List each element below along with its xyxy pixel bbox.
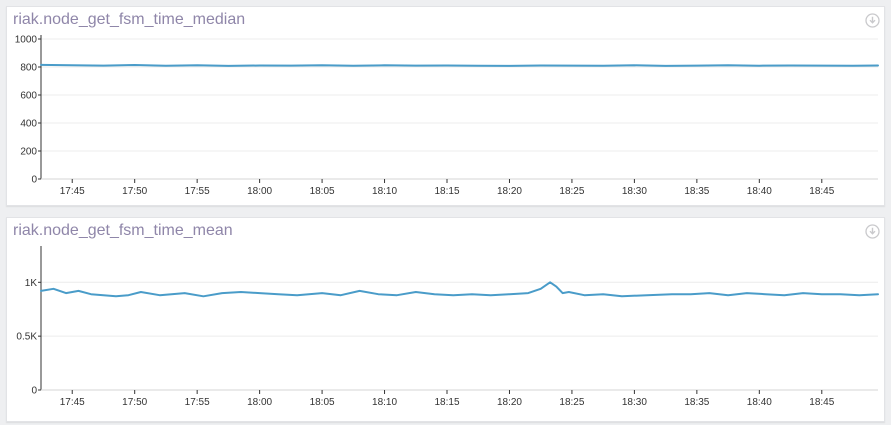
chart-mean: 0 0.5K 1K 17:45 17:50 17:55 18:00 18:05 18:10 18:…: [16, 246, 879, 408]
x-tick-label: 18:20: [497, 397, 522, 408]
x-tick-label: 18:35: [684, 186, 709, 197]
x-tick-label: 18:45: [809, 186, 834, 197]
x-tick-label: 18:35: [684, 397, 709, 408]
y-tick-label: 800: [20, 63, 37, 74]
y-tick-label: 1K: [25, 278, 38, 289]
x-tick-label: 18:40: [747, 186, 772, 197]
x-tick-label: 18:05: [310, 186, 335, 197]
y-tick-label: 0: [31, 175, 37, 186]
x-tick-label: 18:00: [247, 186, 272, 197]
x-tick-label: 17:50: [122, 397, 147, 408]
series-line-0: [40, 63, 879, 67]
x-tick-label: 18:10: [372, 397, 397, 408]
download-icon[interactable]: [865, 224, 880, 239]
x-tick-label: 18:25: [559, 186, 584, 197]
x-tick-label: 18:05: [310, 397, 335, 408]
chart-title: riak.node_get_fsm_time_mean: [13, 222, 233, 239]
chart-median: 0 200 400 600 800 1000 17:45 17:50 17:55 18:00 18:…: [15, 35, 879, 197]
y-tick-label: 400: [20, 119, 37, 130]
y-tick-label: 0.5K: [16, 332, 37, 343]
y-tick-label: 0: [31, 386, 37, 397]
x-tick-label: 17:55: [185, 397, 210, 408]
download-icon[interactable]: [865, 13, 880, 28]
chart-panel-mean: riak.node_get_fsm_time_mean 0 0.5K 1K 17:45…: [6, 217, 885, 422]
y-tick-label: 1000: [15, 35, 38, 46]
x-tick-label: 18:45: [809, 397, 834, 408]
x-tick-label: 18:30: [622, 186, 647, 197]
chart-panel-median: riak.node_get_fsm_time_median 0 200 400 600…: [6, 6, 885, 206]
x-tick-label: 18:15: [434, 397, 459, 408]
x-tick-label: 18:25: [559, 397, 584, 408]
x-tick-label: 18:10: [372, 186, 397, 197]
x-tick-label: 18:40: [747, 397, 772, 408]
x-tick-label: 18:00: [247, 397, 272, 408]
x-tick-label: 17:45: [60, 186, 85, 197]
x-tick-label: 17:50: [122, 186, 147, 197]
x-tick-label: 18:20: [497, 186, 522, 197]
x-tick-label: 17:45: [60, 397, 85, 408]
chart-title: riak.node_get_fsm_time_median: [13, 11, 246, 28]
series-line-0: [40, 281, 879, 298]
x-tick-label: 18:30: [622, 397, 647, 408]
y-tick-label: 600: [20, 91, 37, 102]
x-tick-label: 17:55: [185, 186, 210, 197]
x-tick-label: 18:15: [434, 186, 459, 197]
y-tick-label: 200: [20, 147, 37, 158]
